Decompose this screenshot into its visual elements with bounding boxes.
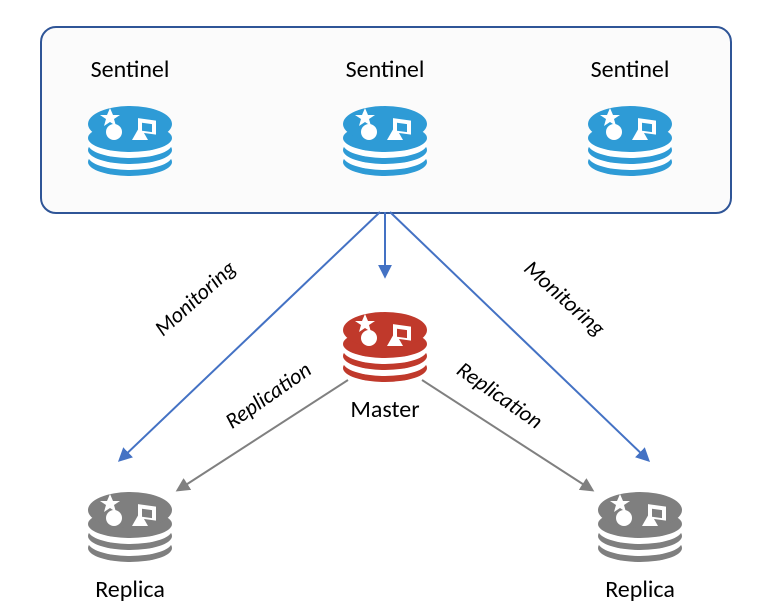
- node-label-sentinel1: Sentinel: [91, 55, 170, 84]
- db-icon: [335, 290, 435, 390]
- node-master: Master: [335, 290, 435, 424]
- edge-label-master-replica1: Replication: [220, 356, 316, 435]
- node-label-master: Master: [350, 395, 419, 424]
- node-label-replica1: Replica: [95, 575, 165, 604]
- db-icon: [80, 470, 180, 570]
- db-icon: [590, 470, 690, 570]
- node-sentinel2: Sentinel: [335, 55, 435, 189]
- node-sentinel3: Sentinel: [580, 55, 680, 189]
- db-icon-master: [335, 290, 435, 395]
- db-icon-sentinel1: [80, 84, 180, 189]
- edge-label-sentinel_group_bottom-replica1: Monitoring: [149, 254, 241, 341]
- edge-label-sentinel_group_bottom-replica2: Monitoring: [519, 254, 611, 341]
- db-icon: [335, 84, 435, 184]
- node-sentinel1: Sentinel: [80, 55, 180, 189]
- db-icon-replica1: [80, 470, 180, 575]
- node-replica2: Replica: [590, 470, 690, 604]
- node-label-replica2: Replica: [605, 575, 675, 604]
- node-label-sentinel2: Sentinel: [346, 55, 425, 84]
- db-icon-sentinel2: [335, 84, 435, 189]
- db-icon-replica2: [590, 470, 690, 575]
- db-icon: [80, 84, 180, 184]
- db-icon-sentinel3: [580, 84, 680, 189]
- node-label-sentinel3: Sentinel: [591, 55, 670, 84]
- node-replica1: Replica: [80, 470, 180, 604]
- edge-label-master-replica2: Replication: [452, 356, 548, 435]
- db-icon: [580, 84, 680, 184]
